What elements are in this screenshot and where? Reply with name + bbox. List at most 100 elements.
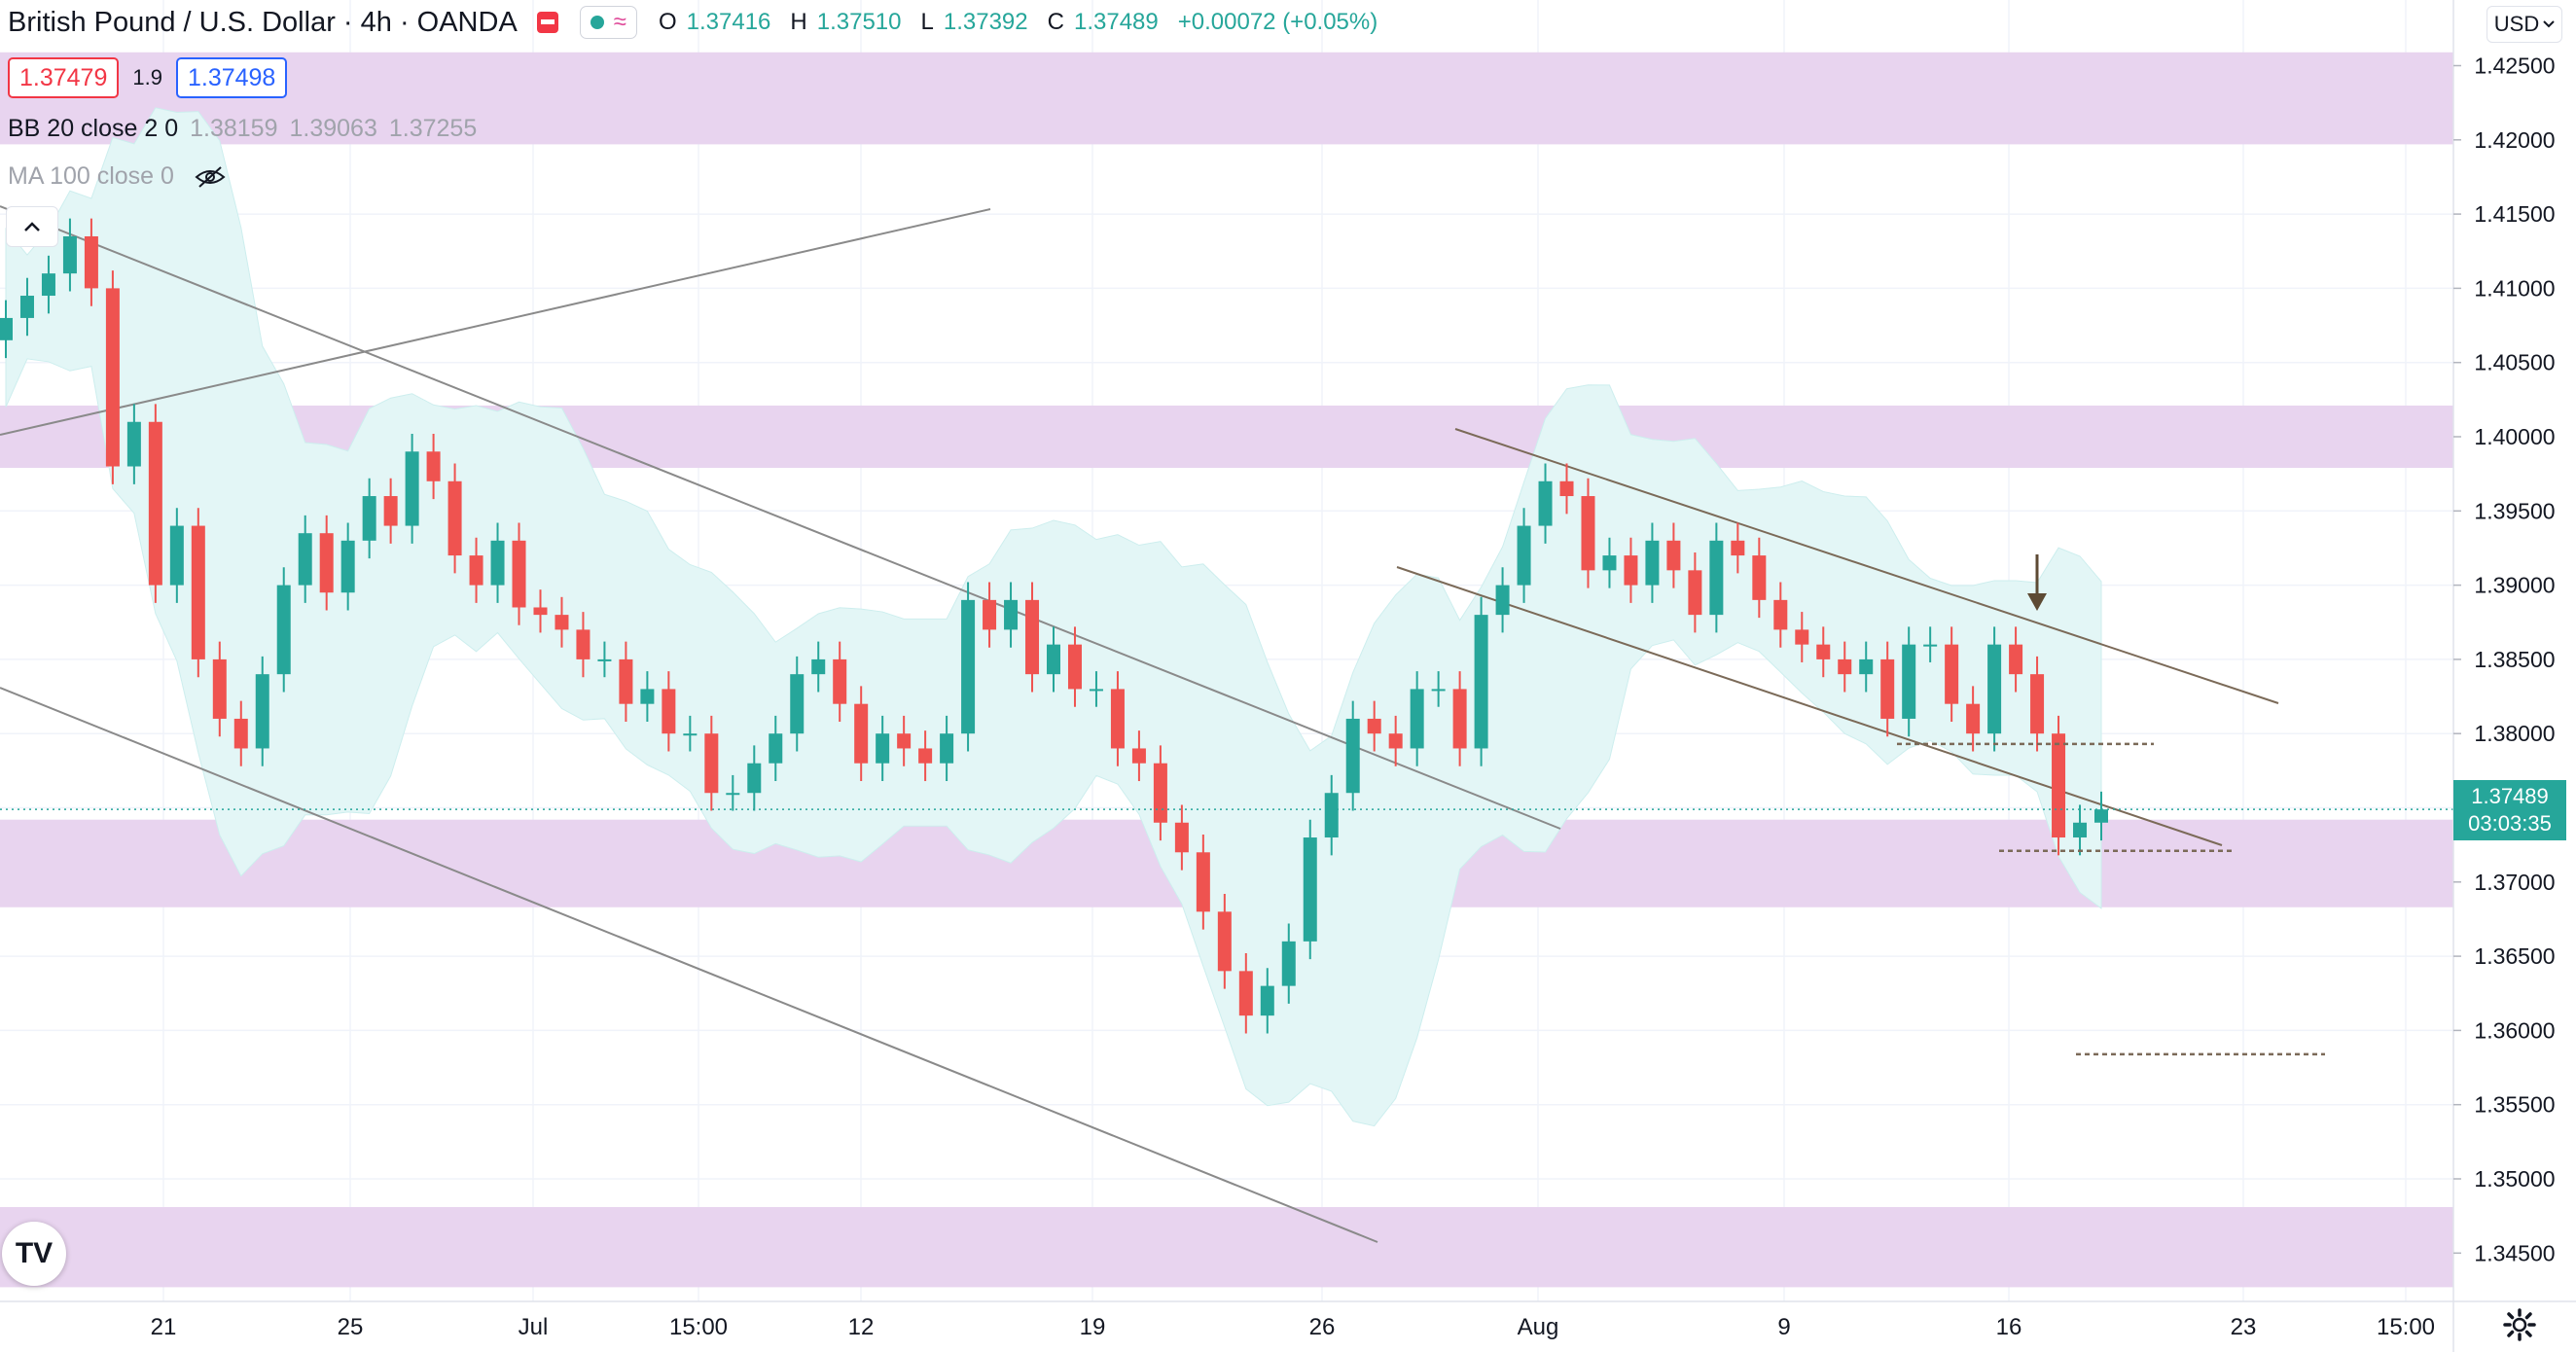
- candle: [298, 515, 312, 603]
- currency-select[interactable]: USD: [2487, 6, 2562, 43]
- bb-basis-value: 1.38159: [190, 115, 278, 142]
- candle-body: [276, 585, 291, 675]
- candle: [1559, 463, 1574, 515]
- candle: [1004, 582, 1019, 648]
- collapse-legend-button[interactable]: [6, 206, 58, 247]
- ma-indicator-row[interactable]: MA 100 close 0: [8, 162, 227, 191]
- candle-body: [1431, 689, 1446, 692]
- candle-body: [1025, 599, 1040, 675]
- bollinger-band-fill: [5, 107, 2102, 1127]
- buy-price-button[interactable]: 1.37498: [175, 57, 288, 98]
- price-tick-label: 1.34500: [2474, 1240, 2555, 1265]
- price-tick-label: 1.36500: [2474, 943, 2555, 969]
- candles: [0, 218, 2108, 1034]
- candle-body: [1752, 555, 1767, 600]
- minus-icon[interactable]: [536, 12, 558, 33]
- candle: [1731, 522, 1745, 574]
- candle-body: [1345, 718, 1360, 794]
- current-price-value: 1.37489: [2471, 784, 2549, 809]
- time-tick-label: 16: [1996, 1314, 2022, 1340]
- candle-body: [704, 733, 719, 794]
- candle-body: [1624, 555, 1638, 586]
- candle: [1666, 522, 1681, 588]
- candle: [1131, 730, 1146, 782]
- candle: [704, 715, 719, 811]
- candle-body: [512, 540, 526, 608]
- price-axis: 1.42500 1.42000 1.41500 1.41000 1.40500 1.400…: [2453, 53, 2556, 1265]
- hidden-eye-icon[interactable]: [194, 165, 227, 189]
- low-value: 1.37392: [943, 9, 1028, 35]
- current-price-label: 1.37489 03:03:35: [2453, 780, 2566, 841]
- candle-body: [148, 421, 162, 586]
- candle-body: [833, 658, 847, 704]
- candle: [1431, 671, 1446, 707]
- candle-body: [84, 235, 98, 289]
- time-tick-label: 26: [1309, 1314, 1336, 1340]
- symbol-row: British Pound / U.S. Dollar · 4h · OANDA…: [8, 6, 1387, 39]
- candle-body: [340, 540, 355, 593]
- ma-label[interactable]: MA 100 close 0: [8, 162, 174, 190]
- candle: [469, 537, 483, 603]
- candle-body: [362, 496, 376, 541]
- candle: [362, 478, 376, 559]
- candle-body: [1324, 793, 1339, 838]
- trendline-falling-lower: [0, 687, 1378, 1243]
- candle-body: [233, 718, 248, 749]
- candle: [1581, 478, 1595, 588]
- price-tick-label: 1.39500: [2474, 498, 2555, 523]
- time-tick-label: 15:00: [669, 1314, 728, 1340]
- tradingview-logo-icon[interactable]: TV: [2, 1222, 66, 1286]
- candle-body: [876, 733, 890, 764]
- candle: [1602, 537, 1617, 588]
- bb-lower-value: 1.37255: [388, 115, 478, 142]
- candle-body: [790, 674, 805, 734]
- bb-label[interactable]: BB 20 close 2 0: [8, 115, 179, 142]
- price-tick-label: 1.38000: [2474, 721, 2555, 746]
- candle: [854, 686, 869, 782]
- time-tick-label: 23: [2231, 1314, 2257, 1340]
- candle-body: [747, 763, 762, 794]
- candle: [1238, 953, 1253, 1034]
- candle: [1303, 819, 1317, 960]
- candle: [747, 745, 762, 811]
- change-value: +0.00072 (+0.05%): [1177, 9, 1378, 35]
- candle: [255, 656, 269, 766]
- candle-body: [1945, 644, 1959, 704]
- price-tick-label: 1.42000: [2474, 127, 2555, 153]
- price-tick-label: 1.39000: [2474, 573, 2555, 598]
- candle-body: [619, 658, 633, 704]
- candle-body: [1666, 540, 1681, 571]
- candle-body: [1089, 689, 1103, 692]
- trendline-rising: [0, 208, 991, 436]
- candle-body: [2052, 733, 2066, 838]
- candle-body: [576, 629, 590, 659]
- price-tick-label: 1.40500: [2474, 350, 2555, 375]
- settings-gear-icon[interactable]: [2502, 1307, 2537, 1342]
- candle-body: [854, 703, 869, 764]
- candle: [1367, 700, 1381, 752]
- candle-body: [1260, 985, 1274, 1016]
- candle-body: [19, 296, 34, 318]
- candle-body: [1174, 822, 1189, 853]
- candle-body: [1559, 480, 1574, 497]
- spread-value: 1.9: [132, 65, 162, 89]
- time-tick-label: 9: [1777, 1314, 1790, 1340]
- candle-body: [212, 658, 227, 719]
- candle: [619, 641, 633, 722]
- time-tick-label: Aug: [1518, 1314, 1559, 1340]
- candle: [1345, 700, 1360, 811]
- time-tick-label: 25: [338, 1314, 364, 1340]
- candle-body: [1966, 703, 1981, 734]
- candle-body: [105, 288, 120, 467]
- symbol-title[interactable]: British Pound / U.S. Dollar · 4h · OANDA: [8, 6, 518, 38]
- candle-body: [1709, 540, 1724, 616]
- ohlc-values: O 1.37416 H 1.37510 L 1.37392 C 1.37489 +0.00072…: [658, 9, 1378, 35]
- candle: [683, 715, 698, 752]
- candle-body: [1452, 689, 1467, 749]
- bb-indicator-row[interactable]: BB 20 close 2 0 1.38159 1.39063 1.37255: [8, 115, 477, 143]
- candle: [276, 567, 291, 693]
- sell-price-button[interactable]: 1.37479: [8, 57, 120, 98]
- candle: [1174, 804, 1189, 871]
- status-pill[interactable]: ≈: [579, 6, 637, 39]
